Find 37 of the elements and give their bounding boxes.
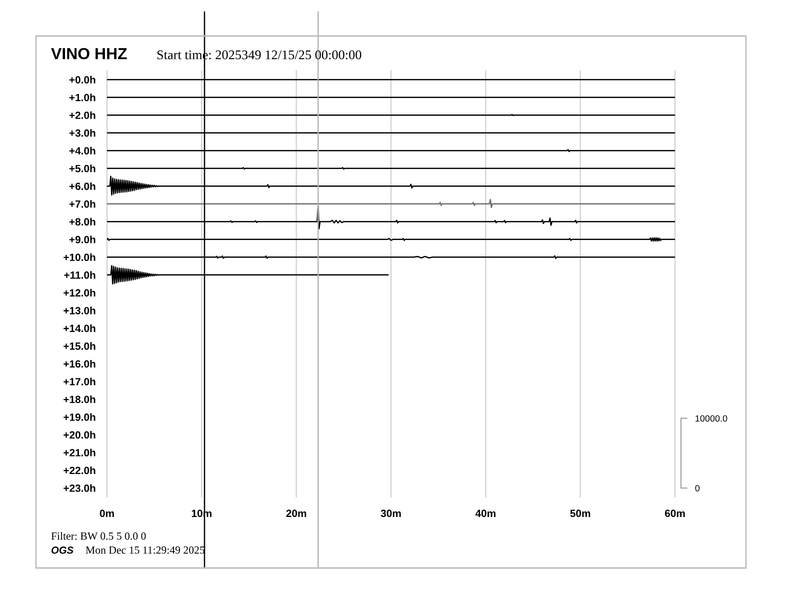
- y-tick-label: +15.0h: [64, 342, 96, 350]
- text: OGS: [51, 546, 74, 554]
- y-tick-label: +16.0h: [64, 360, 96, 368]
- y-tick-label: +22.0h: [64, 466, 96, 474]
- line-series: [107, 198, 675, 208]
- y-tick-label: +11.0h: [64, 271, 96, 279]
- y-tick-label: +13.0h: [64, 306, 96, 314]
- x-tick-label: 0m: [100, 510, 114, 518]
- x-tick-label: 30m: [380, 510, 401, 518]
- x-tick-label: 20m: [286, 510, 306, 518]
- y-tick-label: +0.0h: [69, 76, 96, 84]
- y-tick-label: +23.0h: [64, 484, 96, 492]
- y-tick-label: +12.0h: [64, 288, 96, 297]
- y-tick-label: +14.0h: [64, 324, 96, 332]
- y2-tick-label: 0: [695, 485, 700, 492]
- text: Filter: BW 0.5 5 0.0 0: [51, 532, 146, 540]
- y-tick-label: +20.0h: [64, 430, 96, 439]
- y-tick-label: +8.0h: [69, 218, 96, 226]
- y-tick-label: +3.0h: [69, 129, 96, 137]
- x-tick-label: 50m: [570, 510, 590, 518]
- y-tick-label: +17.0h: [64, 378, 96, 386]
- y-tick-label: +4.0h: [69, 146, 96, 154]
- x-tick-label: 40m: [475, 510, 496, 518]
- y-tick-label: +5.0h: [69, 164, 96, 172]
- y-tick-label: +18.0h: [64, 395, 96, 404]
- text: Mon Dec 15 11:29:49 2025: [86, 546, 204, 554]
- y-tick-label: +1.0h: [69, 94, 96, 102]
- y-tick-label: +9.0h: [69, 236, 96, 244]
- y-tick-label: +6.0h: [69, 182, 96, 190]
- y-tick-label: +2.0h: [69, 111, 96, 119]
- y2-tick-label: 10000.0: [696, 415, 728, 422]
- x-tick-label: 60m: [664, 510, 685, 518]
- y-tick-label: +21.0h: [64, 448, 96, 456]
- chart-title: VINO HHZ: [51, 48, 127, 60]
- y-tick-label: +19.0h: [64, 413, 96, 421]
- y-tick-label: +10.0h: [64, 253, 96, 262]
- y-tick-label: +7.0h: [69, 200, 96, 208]
